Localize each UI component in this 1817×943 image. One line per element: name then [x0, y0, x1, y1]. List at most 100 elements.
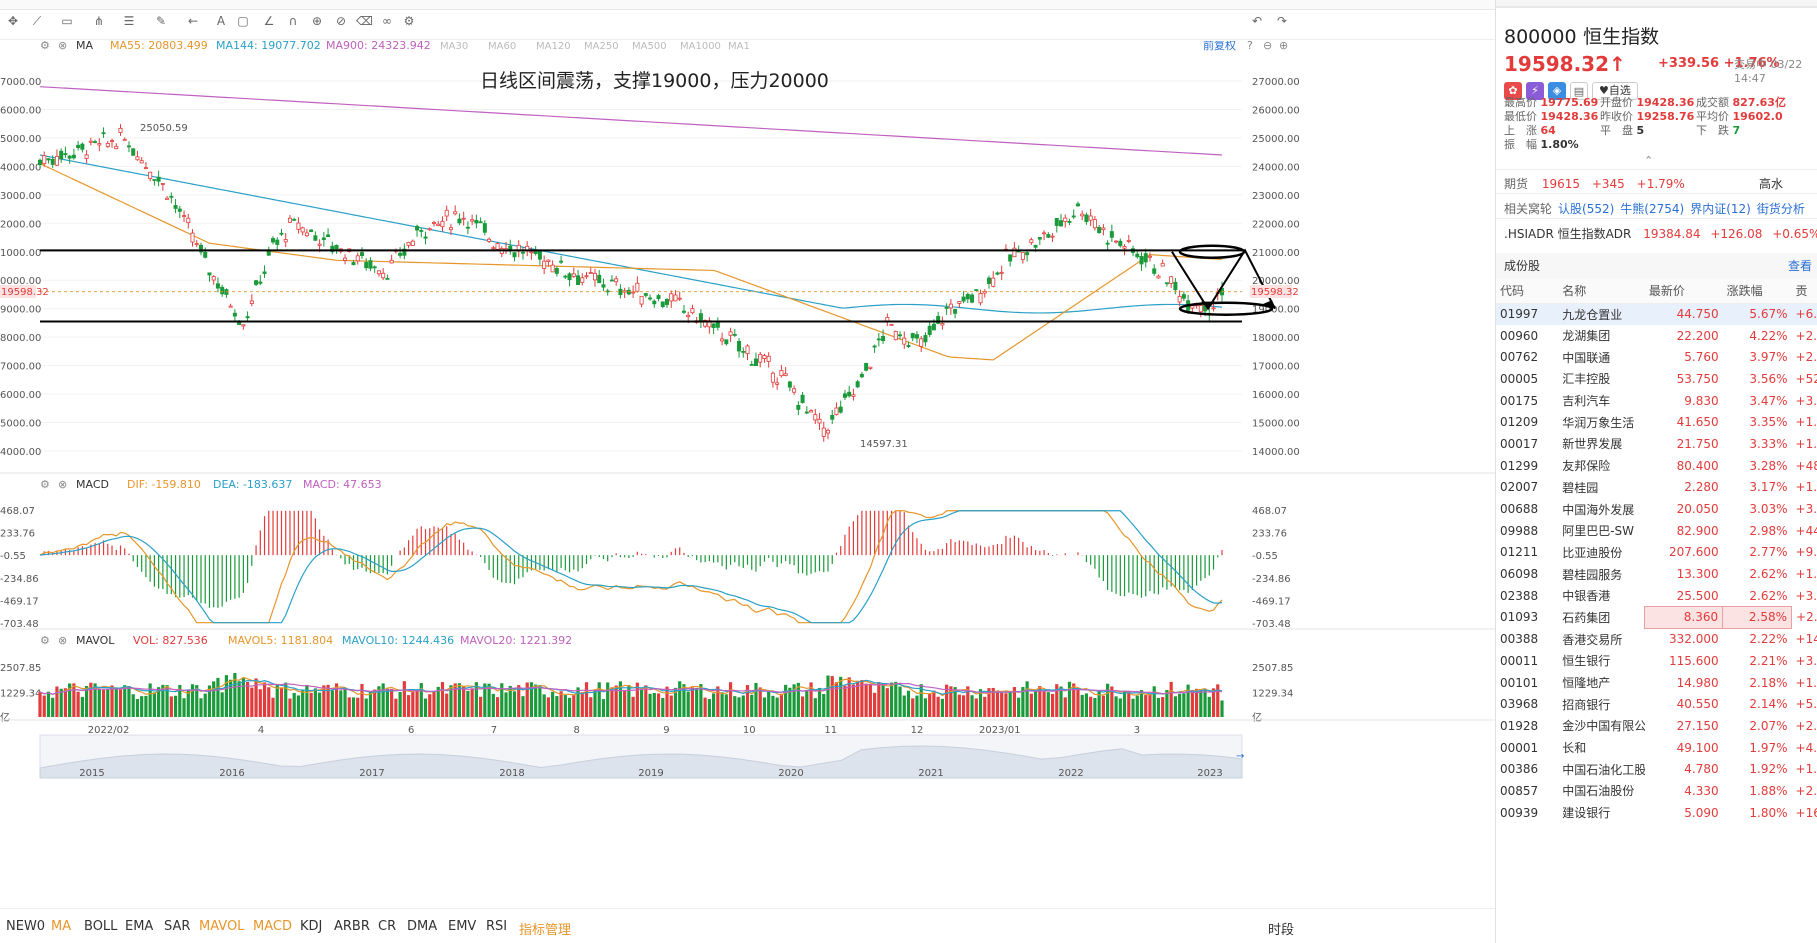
table-cell-code: 01211 — [1500, 545, 1539, 560]
magnet-icon[interactable]: ∩ — [288, 14, 298, 28]
indicator-dma[interactable]: DMA — [407, 919, 438, 934]
link-bullbear[interactable]: 牛熊(2754) — [1620, 202, 1685, 216]
indicator-sar[interactable]: SAR — [164, 919, 191, 934]
collapse-icon[interactable]: ⌃ — [1644, 154, 1654, 167]
quote-field: 昨收价 19258.76 — [1600, 110, 1694, 124]
panel-tabs[interactable] — [1496, 0, 1817, 8]
table-row[interactable]: 00175 吉利汽车 9.830 3.47% +3. — [1496, 390, 1817, 412]
table-row[interactable]: 01928 金沙中国有限公司 27.150 2.07% +2. — [1496, 715, 1817, 737]
indicator-emv[interactable]: EMV — [448, 919, 477, 934]
link-call[interactable]: 认股(552) — [1558, 202, 1615, 216]
indicator-new0[interactable]: NEW0 — [6, 919, 46, 934]
delete-icon[interactable]: ⌫ — [356, 14, 373, 28]
view-more-link[interactable]: 查看 — [1787, 259, 1812, 273]
indicator-ema[interactable]: EMA — [125, 919, 154, 934]
table-row[interactable]: 02007 碧桂园 2.280 3.17% +1. — [1496, 477, 1817, 499]
crosshair-icon[interactable]: ✥ — [7, 14, 19, 28]
table-row[interactable]: 00005 汇丰控股 53.750 3.56% +52. — [1496, 368, 1817, 390]
add-watchlist-button[interactable]: ♥自选 — [1592, 82, 1638, 100]
tag-icon[interactable]: ◈ — [1548, 82, 1566, 100]
table-header[interactable]: 代码 — [1496, 279, 1559, 304]
ruler-icon[interactable]: ∠ — [263, 14, 275, 28]
indicator-kdj[interactable]: KDJ — [300, 919, 323, 934]
link-inline[interactable]: 界内证(12) — [1690, 202, 1751, 216]
rect-icon[interactable]: ▭ — [61, 14, 73, 28]
brush-icon[interactable]: ✎ — [155, 14, 167, 28]
table-header[interactable]: 涨跌幅 — [1722, 279, 1792, 304]
kline-chart[interactable]: ⚙ ⊗ MA MA55: 20803.499 MA144: 19077.702 … — [0, 41, 1495, 943]
table-header[interactable]: 最新价 — [1644, 279, 1723, 304]
volume-bar — [148, 683, 152, 717]
trendline-icon[interactable]: ⟋ — [32, 14, 42, 28]
indicator-macd[interactable]: MACD — [253, 919, 292, 934]
table-row[interactable]: 00388 香港交易所 332.000 2.22% +14. — [1496, 628, 1817, 650]
gear-icon[interactable]: ⚙ — [403, 14, 415, 28]
table-row[interactable]: 01209 华润万象生活 41.650 3.35% +1. — [1496, 411, 1817, 433]
fork-icon[interactable]: ⋔ — [93, 14, 105, 28]
indicator-arbr[interactable]: ARBR — [334, 919, 370, 934]
table-row[interactable]: 01997 九龙仓置业 44.750 5.67% +6. — [1496, 303, 1817, 325]
candle-body — [415, 225, 420, 231]
indicator-boll[interactable]: BOLL — [84, 919, 118, 934]
overview-year-tick: 2021 — [918, 768, 943, 779]
indicator-manager[interactable]: 指标管理 — [519, 923, 572, 938]
candle-body — [50, 158, 55, 165]
table-row[interactable]: 01299 友邦保险 80.400 3.28% +48. — [1496, 455, 1817, 477]
arrow-icon[interactable]: ← — [187, 14, 199, 28]
redo-icon[interactable]: ↷ — [1276, 14, 1288, 28]
futures-row[interactable]: 期货 19615 +345 +1.79% 高水 — [1504, 177, 1784, 191]
volume-bar — [593, 689, 597, 717]
settings-icon: ⚙ — [40, 41, 50, 52]
table-row[interactable]: 03968 招商银行 40.550 2.14% +5. — [1496, 693, 1817, 715]
table-row[interactable]: 00960 龙湖集团 22.200 4.22% +2. — [1496, 325, 1817, 347]
candle-body — [923, 335, 928, 343]
volume-bar — [991, 687, 995, 717]
table-row[interactable]: 00857 中国石油股份 4.330 1.88% +2. — [1496, 780, 1817, 802]
indicator-ma[interactable]: MA — [51, 919, 72, 934]
candle-body — [300, 227, 305, 233]
table-row[interactable]: 00386 中国石油化工股份 4.780 1.92% +1. — [1496, 758, 1817, 780]
table-row[interactable]: 00688 中国海外发展 20.050 3.03% +3. — [1496, 498, 1817, 520]
table-row[interactable]: 00011 恒生银行 115.600 2.21% +3. — [1496, 650, 1817, 672]
table-row[interactable]: 00001 长和 49.100 1.97% +4. — [1496, 737, 1817, 759]
candle-body — [834, 407, 839, 416]
volume-bar — [364, 698, 368, 717]
table-row[interactable]: 00101 恒隆地产 14.980 2.18% +1. — [1496, 672, 1817, 694]
indicator-rsi[interactable]: RSI — [486, 919, 508, 934]
hide-icon[interactable]: ⊘ — [335, 14, 347, 28]
table-cell-code: 06098 — [1500, 567, 1539, 582]
table-row[interactable]: 01093 石药集团 8.360 2.58% +2. — [1496, 606, 1817, 629]
adjust-label[interactable]: 前复权 — [1203, 41, 1236, 52]
projection-arrow[interactable] — [1171, 248, 1276, 311]
table-row[interactable]: 00762 中国联通 5.760 3.97% +2. — [1496, 346, 1817, 368]
table-header[interactable]: 名称 — [1558, 279, 1645, 304]
table-row[interactable]: 01211 比亚迪股份 207.600 2.77% +9. — [1496, 542, 1817, 564]
table-row[interactable]: 06098 碧桂园服务 13.300 2.62% +1. — [1496, 563, 1817, 585]
fib-icon[interactable]: ☰ — [123, 14, 135, 28]
link-icon[interactable]: ∞ — [382, 14, 392, 28]
svg-text:⚙: ⚙ — [40, 634, 50, 647]
support-ellipse[interactable] — [1178, 301, 1274, 316]
candle-body — [868, 366, 873, 369]
table-row[interactable]: 09988 阿里巴巴-SW 82.900 2.98% +44. — [1496, 520, 1817, 542]
comment-icon[interactable]: ▢ — [237, 14, 249, 28]
table-header[interactable]: 贡 — [1791, 279, 1817, 304]
candle-body — [487, 238, 492, 242]
link-analysis[interactable]: 街货分析 — [1756, 202, 1805, 216]
candle-body — [635, 282, 640, 292]
indicator-cr[interactable]: CR — [378, 919, 397, 934]
table-row[interactable]: 00017 新世界发展 21.750 3.33% +1. — [1496, 433, 1817, 455]
undo-icon[interactable]: ↶ — [1251, 14, 1263, 28]
flash-icon[interactable]: ⚡ — [1526, 82, 1544, 100]
volume-bar — [767, 690, 771, 717]
adr-row[interactable]: .HSIADR 恒生指数ADR 19384.84 +126.08 +0.65% — [1504, 227, 1817, 241]
session-button[interactable]: 时段 — [1268, 923, 1295, 938]
hk-flag-icon[interactable]: ✿ — [1504, 82, 1522, 100]
text-icon[interactable]: A — [216, 14, 226, 28]
table-row[interactable]: 02388 中银香港 25.500 2.62% +3. — [1496, 585, 1817, 607]
indicator-mavol[interactable]: MAVOL — [199, 919, 245, 934]
candle-body — [491, 247, 496, 250]
table-row[interactable]: 00939 建设银行 5.090 1.80% +16. — [1496, 802, 1817, 824]
lock-icon[interactable]: ⊕ — [311, 14, 323, 28]
note-icon[interactable]: ▤ — [1570, 82, 1588, 100]
